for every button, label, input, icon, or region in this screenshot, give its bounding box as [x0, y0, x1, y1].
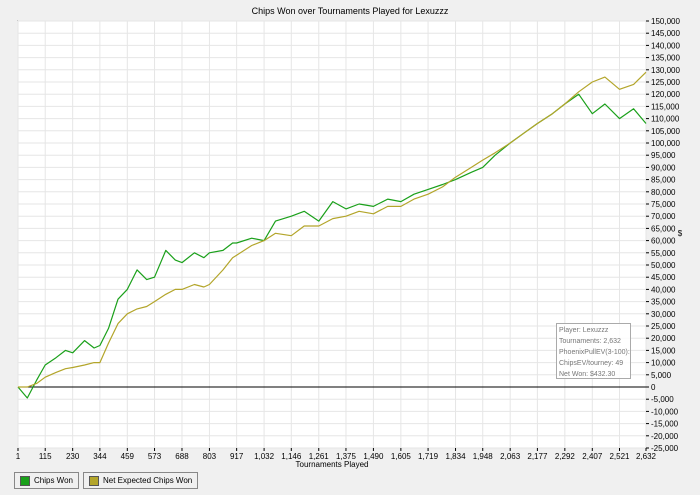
legend-label-net-expected: Net Expected Chips Won	[102, 476, 193, 485]
y-tick-label: 145,000	[651, 29, 680, 38]
player-stats-box: Player: Lexuzzz Tournaments: 2,632 Phoen…	[556, 323, 631, 379]
plot-area	[17, 20, 647, 449]
y-tick-label: 10,000	[651, 359, 676, 368]
y-tick-label: 40,000	[651, 285, 676, 294]
x-tick-label: 1,834	[446, 452, 467, 461]
x-tick-label: 1,490	[363, 452, 384, 461]
x-tick-label: 1,146	[281, 452, 302, 461]
series-line-net-expected	[18, 71, 647, 388]
x-tick-label: 2,407	[582, 452, 603, 461]
x-tick-label: 2,521	[609, 452, 630, 461]
x-tick-label: 803	[203, 452, 217, 461]
x-tick-label: 2,177	[527, 452, 548, 461]
x-tick-label: 917	[230, 452, 244, 461]
y-tick-label: 60,000	[651, 237, 676, 246]
y-tick-label: -5,000	[651, 395, 674, 404]
net-won-label: Net Won: $432.30	[559, 371, 616, 378]
x-tick-label: 2,292	[555, 452, 576, 461]
chart-title: Chips Won over Tournaments Played for Le…	[251, 6, 449, 16]
y-tick-label: 100,000	[651, 139, 680, 148]
y-tick-label: 120,000	[651, 90, 680, 99]
x-tick-label: 1,375	[336, 452, 357, 461]
y-axis: -25,000 -20,000 -15,000 -10,000 -5,000 0 5,000…	[646, 17, 680, 453]
x-tick-label: 344	[93, 452, 107, 461]
player-label: Player: Lexuzzz	[559, 327, 609, 334]
x-tick-label: 688	[175, 452, 189, 461]
y-tick-label: 95,000	[651, 151, 676, 160]
phoenix-ev-label: PhoenixPullEV(3-100): $1,020.52	[559, 349, 630, 356]
x-tick-label: 1,261	[309, 452, 330, 461]
y-tick-label: 50,000	[651, 261, 676, 270]
y-tick-label: 125,000	[651, 78, 680, 87]
y-tick-label: 85,000	[651, 176, 676, 185]
y-tick-label: 110,000	[651, 115, 680, 124]
x-tick-label: 1,032	[254, 452, 275, 461]
grid-lines	[17, 20, 647, 449]
y-tick-label: 15,000	[651, 346, 676, 355]
y-tick-label: 0	[651, 383, 656, 392]
legend-swatch-net-expected	[88, 475, 99, 486]
chips-ev-label: ChipsEV/tourney: 49	[559, 360, 624, 367]
x-tick-label: 1,719	[418, 452, 439, 461]
x-tick-label: 2,063	[500, 452, 521, 461]
y-tick-label: 30,000	[651, 310, 676, 319]
series-group	[17, 71, 647, 399]
y-tick-label: 25,000	[651, 322, 676, 331]
y-tick-label: 130,000	[651, 66, 680, 75]
x-tick-label: 230	[66, 452, 80, 461]
y-tick-label: 90,000	[651, 163, 676, 172]
y-tick-label: 65,000	[651, 224, 676, 233]
legend-swatch-chips-won	[20, 475, 30, 486]
tournaments-label: Tournaments: 2,632	[559, 338, 621, 345]
legend-item-chips-won[interactable]: Chips Won	[14, 472, 79, 489]
x-tick-label: 459	[121, 452, 135, 461]
y-tick-label: 75,000	[651, 200, 676, 209]
y-tick-label: 135,000	[651, 54, 680, 63]
x-tick-label: 1,948	[473, 452, 494, 461]
y-tick-label: 5,000	[651, 371, 672, 380]
y-tick-label: 35,000	[651, 298, 676, 307]
y-tick-label: 150,000	[651, 17, 680, 26]
y-tick-label: -20,000	[651, 432, 679, 441]
legend: Chips Won Net Expected Chips Won	[14, 472, 199, 489]
y-tick-label: 70,000	[651, 212, 676, 221]
y-tick-label: -10,000	[651, 407, 679, 416]
y-tick-label: 55,000	[651, 249, 676, 258]
y-axis-title: $	[678, 229, 683, 238]
x-tick-label: 573	[148, 452, 162, 461]
x-axis-title: Tournaments Played	[296, 460, 369, 469]
x-tick-label: 2,632	[636, 452, 657, 461]
y-tick-label: -15,000	[651, 420, 679, 429]
y-tick-label: 80,000	[651, 188, 676, 197]
y-tick-label: 20,000	[651, 334, 676, 343]
y-tick-label: 140,000	[651, 41, 680, 50]
y-tick-label: 105,000	[651, 127, 680, 136]
legend-item-net-expected[interactable]: Net Expected Chips Won	[82, 472, 199, 489]
x-tick-label: 1	[16, 452, 21, 461]
legend-label-chips-won: Chips Won	[34, 476, 73, 485]
x-axis: 1 115 230 344 459 573 688 803 917 1,032 1,146 1,261…	[16, 448, 657, 461]
x-tick-label: 1,605	[391, 452, 412, 461]
y-tick-label: 45,000	[651, 273, 676, 282]
y-tick-label: -25,000	[651, 444, 679, 453]
y-tick-label: 115,000	[651, 102, 680, 111]
x-tick-label: 115	[39, 452, 52, 461]
